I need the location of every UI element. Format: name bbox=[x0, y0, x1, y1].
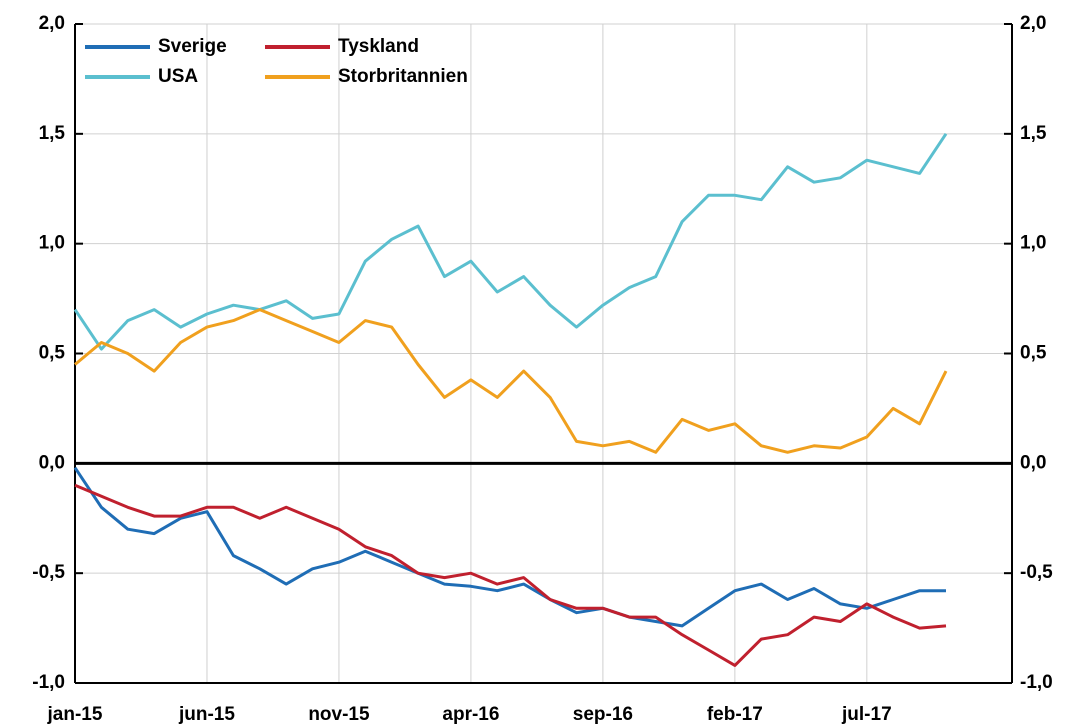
x-tick-label: nov-15 bbox=[308, 704, 370, 725]
y2-tick-label: -0,5 bbox=[1020, 562, 1053, 583]
y-tick-label: 1,0 bbox=[39, 233, 65, 254]
y2-tick-label: 2,0 bbox=[1020, 13, 1046, 34]
legend-label: USA bbox=[158, 66, 198, 87]
y2-tick-label: 0,5 bbox=[1020, 343, 1047, 364]
x-tick-label: sep-16 bbox=[573, 704, 633, 725]
y2-tick-label: 1,0 bbox=[1020, 233, 1046, 254]
y-tick-label: -0,5 bbox=[32, 562, 65, 583]
legend-label: Storbritannien bbox=[338, 66, 468, 87]
series-line bbox=[73, 132, 948, 351]
legend-label: Tyskland bbox=[338, 36, 419, 57]
x-tick-label: jul-17 bbox=[841, 704, 892, 725]
y-tick-label: 1,5 bbox=[39, 123, 66, 144]
y2-tick-label: -1,0 bbox=[1020, 672, 1053, 693]
y-tick-label: 0,5 bbox=[39, 343, 66, 364]
x-tick-label: jun-15 bbox=[178, 704, 235, 725]
x-tick-label: apr-16 bbox=[442, 704, 499, 725]
y-tick-label: -1,0 bbox=[32, 672, 65, 693]
legend-label: Sverige bbox=[158, 36, 227, 57]
series-line bbox=[74, 483, 947, 667]
y-tick-label: 2,0 bbox=[39, 13, 65, 34]
x-tick-label: jan-15 bbox=[47, 704, 103, 725]
y-tick-label: 0,0 bbox=[39, 452, 65, 473]
series-line bbox=[73, 466, 946, 628]
y2-tick-label: 1,5 bbox=[1020, 123, 1047, 144]
x-tick-label: feb-17 bbox=[707, 704, 763, 725]
series-line bbox=[74, 308, 948, 454]
y2-tick-label: 0,0 bbox=[1020, 452, 1046, 473]
